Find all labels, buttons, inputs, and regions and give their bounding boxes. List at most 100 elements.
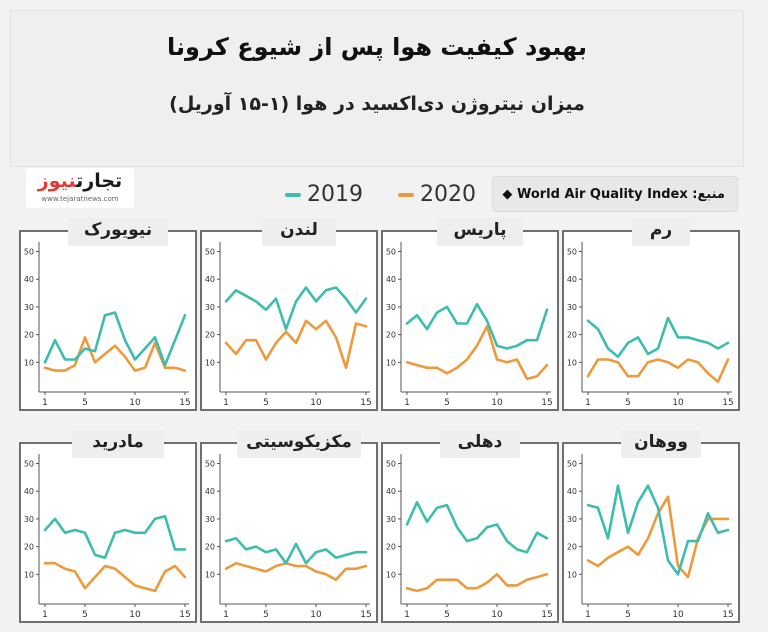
series-line-2020 <box>405 325 549 381</box>
y-tick-label: 50 <box>24 248 34 257</box>
y-tick-label: 10 <box>24 570 34 579</box>
y-tick-label: 30 <box>205 515 215 524</box>
x-tick-label: 15 <box>360 610 371 620</box>
x-tick-label: 15 <box>541 398 552 408</box>
logo-text-accent: نیوز <box>37 170 77 192</box>
y-tick-label: 20 <box>24 331 34 340</box>
x-tick-label: 10 <box>672 610 684 620</box>
panel-title: رم <box>649 220 673 240</box>
x-tick-label: 5 <box>444 398 450 408</box>
panel-title: مکزیکوسیتی <box>246 432 352 452</box>
series-line-2019 <box>224 286 368 331</box>
series-line-2019 <box>586 484 730 576</box>
legend-label-2020: 2020 <box>420 182 476 207</box>
y-tick-label: 30 <box>24 515 34 524</box>
panel-title: مادرید <box>92 432 144 452</box>
panel-title: نیویورک <box>83 220 153 240</box>
y-tick-label: 40 <box>24 275 34 284</box>
y-tick-label: 50 <box>205 460 215 469</box>
panel-title: پاریس <box>453 220 507 240</box>
y-tick-label: 20 <box>567 543 577 552</box>
panel-title: لندن <box>280 220 318 240</box>
y-tick-label: 50 <box>24 460 34 469</box>
series-line-2020 <box>224 319 368 370</box>
y-tick-label: 20 <box>386 543 396 552</box>
x-tick-label: 5 <box>444 610 450 620</box>
y-tick-label: 30 <box>205 303 215 312</box>
y-tick-label: 50 <box>567 460 577 469</box>
city-panel: 10 20 30 40 50 1 5 10 15 مادرید <box>19 430 197 623</box>
source-label: منبع: World Air Quality Index ◆ <box>502 187 725 202</box>
series-line-2019 <box>586 316 730 359</box>
y-tick-label: 10 <box>567 570 577 579</box>
panel-title-tab <box>440 430 520 458</box>
y-tick-label: 20 <box>205 331 215 340</box>
city-panel: 10 20 30 40 50 1 5 10 15 پاریس <box>381 218 559 411</box>
panel-title: دهلی <box>457 432 503 452</box>
series-line-2020 <box>405 573 549 593</box>
x-tick-label: 10 <box>129 610 141 620</box>
x-tick-label: 10 <box>491 398 503 408</box>
x-tick-label: 10 <box>491 610 503 620</box>
x-tick-label: 1 <box>404 610 410 620</box>
x-tick-label: 10 <box>672 398 684 408</box>
city-panel: 10 20 30 40 50 1 5 10 15 لندن <box>200 218 378 411</box>
y-tick-label: 30 <box>386 303 396 312</box>
x-tick-label: 15 <box>722 398 733 408</box>
y-tick-label: 40 <box>24 487 34 496</box>
x-tick-label: 1 <box>585 610 591 620</box>
series-line-2020 <box>224 561 368 582</box>
y-tick-label: 50 <box>386 248 396 257</box>
x-tick-label: 1 <box>223 610 229 620</box>
y-tick-label: 40 <box>567 275 577 284</box>
x-tick-label: 1 <box>223 398 229 408</box>
x-tick-label: 1 <box>42 610 48 620</box>
x-tick-label: 5 <box>625 610 631 620</box>
y-tick-label: 50 <box>205 248 215 257</box>
y-tick-label: 30 <box>567 515 577 524</box>
legend-label-2019: 2019 <box>307 182 363 207</box>
legend-swatch-2020 <box>398 193 414 197</box>
panel-title-tab <box>621 430 701 458</box>
y-tick-label: 10 <box>24 358 34 367</box>
y-tick-label: 50 <box>386 460 396 469</box>
series-line-2019 <box>224 537 368 565</box>
logo-text-main: تجارت <box>76 170 123 192</box>
panel-title: ووهان <box>634 432 688 452</box>
page-subtitle: میزان نیتروژن دی‌اکسید در هوا (۱-۱۵ آوری… <box>169 93 585 115</box>
panel-title-tab <box>237 430 361 458</box>
y-tick-label: 40 <box>205 275 215 284</box>
city-panel: 10 20 30 40 50 1 5 10 15 رم <box>562 218 740 411</box>
y-tick-label: 50 <box>567 248 577 257</box>
series-line-2020 <box>586 358 730 383</box>
x-tick-label: 10 <box>129 398 141 408</box>
x-tick-label: 10 <box>310 610 322 620</box>
series-line-2019 <box>405 500 549 554</box>
legend-swatch-2019 <box>285 193 301 197</box>
source-box: منبع: World Air Quality Index ◆ <box>492 176 738 212</box>
city-panel: 10 20 30 40 50 1 5 10 15 مکزیکوسیتی <box>200 430 378 623</box>
y-tick-label: 10 <box>205 570 215 579</box>
x-tick-label: 5 <box>625 398 631 408</box>
y-tick-label: 40 <box>386 487 396 496</box>
y-tick-label: 20 <box>567 331 577 340</box>
header-banner: بهبود کیفیت هوا پس از شیوع کرونا میزان ن… <box>10 10 744 167</box>
y-tick-label: 20 <box>24 543 34 552</box>
panel-title-tab <box>72 430 164 458</box>
y-tick-label: 10 <box>386 358 396 367</box>
y-tick-label: 20 <box>386 331 396 340</box>
x-tick-label: 15 <box>179 398 190 408</box>
panel-title-tab <box>437 218 523 246</box>
brand-logo[interactable]: تجارتنیوز www.tejaratnews.com <box>26 168 134 208</box>
y-tick-label: 30 <box>24 303 34 312</box>
x-tick-label: 5 <box>263 398 269 408</box>
x-tick-label: 15 <box>360 398 371 408</box>
city-panel: 10 20 30 40 50 1 5 10 15 نیویورک <box>19 218 197 411</box>
x-tick-label: 1 <box>42 398 48 408</box>
